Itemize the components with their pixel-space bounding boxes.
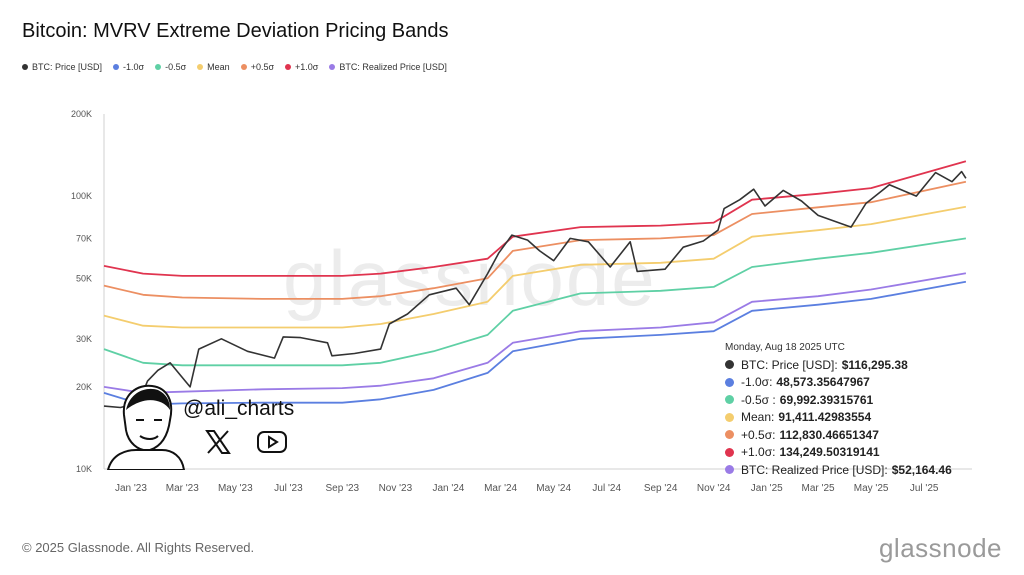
x-logo-icon[interactable]: [205, 430, 231, 454]
x-tick-label: May '25: [854, 483, 889, 494]
legend-swatch-price: [22, 64, 28, 70]
legend-swatch-plus-1-sigma: [285, 64, 292, 70]
legend-label-minus-1-sigma: -1.0σ: [123, 62, 145, 72]
x-tick-label: Sep '24: [644, 483, 678, 494]
footer-copyright: © 2025 Glassnode. All Rights Reserved.: [22, 540, 255, 555]
chart-title: Bitcoin: MVRV Extreme Deviation Pricing …: [22, 20, 449, 42]
x-tick-label: Mar '23: [166, 483, 199, 494]
legend-item-minus-1-sigma[interactable]: -1.0σ: [113, 62, 144, 72]
series-line-btc-price-usd[interactable]: [103, 170, 967, 409]
tooltip-row-plus-half-sigma: +0.5σ: 112,830.46651347: [725, 426, 965, 444]
tooltip-label-minus-1-sigma: -1.0σ:: [741, 375, 773, 390]
legend-swatch-minus-half-sigma: [155, 64, 162, 70]
legend-label-plus-1-sigma: +1.0σ: [295, 62, 319, 72]
legend-swatch-plus-half-sigma: [240, 64, 247, 70]
tooltip-row-minus-half-sigma: -0.5σ :69,992.39315761: [725, 391, 965, 409]
tooltip-dot-realized-price: [725, 465, 734, 475]
tooltip-label-realized-price: BTC: Realized Price [USD]:: [741, 462, 888, 477]
legend-item-minus-half-sigma[interactable]: -0.5σ: [155, 62, 186, 72]
legend-swatch-mean: [197, 64, 204, 70]
y-tick-label: 10K: [76, 464, 92, 474]
tooltip-dot-mean: [725, 412, 734, 422]
x-tick-label: Sep '23: [326, 483, 360, 494]
tooltip-value-minus-half-sigma: 69,992.39315761: [779, 392, 874, 407]
legend-item-mean[interactable]: Mean: [197, 62, 230, 72]
x-tick-label: Nov '24: [697, 483, 731, 494]
y-tick-label: 70K: [76, 233, 92, 243]
watermark-handle: @ali_charts: [183, 397, 295, 420]
legend-label-plus-half-sigma: +0.5σ: [250, 62, 275, 72]
x-tick-label: May '23: [218, 483, 253, 494]
tooltip-dot-plus-1-sigma: [725, 447, 734, 457]
x-tick-label: Jan '24: [432, 483, 464, 494]
series-line-1-0[interactable]: [103, 280, 967, 406]
y-axis: 10K 20K 30K 50K 70K 100K 200K: [71, 109, 92, 474]
x-tick-label: Jan '25: [751, 483, 783, 494]
tooltip-dot-plus-half-sigma: [725, 430, 734, 440]
tooltip-row-mean: Mean: 91,411.42983554: [725, 409, 965, 427]
tooltip-value-minus-1-sigma: 48,573.35647967: [776, 375, 870, 390]
youtube-icon[interactable]: [257, 431, 287, 453]
x-tick-label: Jul '24: [592, 483, 621, 494]
tooltip-dot-minus-1-sigma: [725, 377, 734, 387]
legend-label-realized-price: BTC: Realized Price [USD]: [339, 62, 447, 72]
tooltip-row-price: BTC: Price [USD]: $116,295.38: [725, 356, 965, 374]
series-layer: [103, 160, 967, 409]
x-tick-label: Mar '24: [484, 483, 517, 494]
tooltip-row-realized-price: BTC: Realized Price [USD]: $52,164.46: [725, 461, 965, 479]
legend-item-price[interactable]: BTC: Price [USD]: [22, 62, 102, 72]
x-axis: Jan '23 Mar '23 May '23 Jul '23 Sep '23 Nov '…: [115, 483, 939, 494]
x-tick-label: Nov '23: [379, 483, 413, 494]
footer-brand-logo[interactable]: glassnode: [878, 533, 1002, 563]
y-tick-label: 100K: [71, 191, 92, 201]
x-tick-label: Jul '25: [910, 483, 939, 494]
tooltip-label-plus-half-sigma: +0.5σ:: [741, 427, 776, 442]
tooltip-label-plus-1-sigma: +1.0σ:: [741, 445, 776, 460]
tooltip-label-mean: Mean:: [741, 410, 775, 425]
tooltip-panel: Monday, Aug 18 2025 UTC BTC: Price [USD]…: [725, 342, 965, 479]
x-tick-label: Jan '23: [115, 483, 147, 494]
legend-label-price: BTC: Price [USD]: [32, 62, 103, 72]
legend-item-plus-1-sigma[interactable]: +1.0σ: [285, 62, 318, 72]
legend-swatch-realized-price: [329, 64, 336, 70]
tooltip-value-realized-price: $52,164.46: [891, 462, 952, 477]
series-line-0-5[interactable]: [103, 237, 967, 367]
series-line-btc-realized-price-usd[interactable]: [103, 272, 967, 394]
tooltip-value-plus-half-sigma: 112,830.46651347: [779, 427, 879, 442]
y-tick-label: 200K: [71, 109, 92, 119]
watermark-glassnode: glassnode: [283, 234, 657, 322]
tooltip-row-minus-1-sigma: -1.0σ: 48,573.35647967: [725, 374, 965, 392]
avatar-sketch: [106, 384, 186, 470]
x-tick-label: Mar '25: [802, 483, 835, 494]
legend-item-plus-half-sigma[interactable]: +0.5σ: [240, 62, 275, 72]
series-line-1-0[interactable]: [103, 160, 967, 277]
legend-label-mean: Mean: [207, 62, 230, 72]
tooltip-dot-minus-half-sigma: [725, 395, 734, 405]
y-tick-label: 30K: [76, 334, 92, 344]
tooltip-label-price: BTC: Price [USD]:: [741, 357, 838, 372]
social-links: [205, 430, 287, 454]
tooltip-dot-price: [725, 360, 734, 370]
legend-item-realized-price[interactable]: BTC: Realized Price [USD]: [329, 62, 447, 72]
series-line-mean[interactable]: [103, 205, 967, 329]
tooltip-date: Monday, Aug 18 2025 UTC: [725, 342, 845, 353]
tooltip-value-plus-1-sigma: 134,249.50319141: [779, 445, 880, 460]
chart-legend: BTC: Price [USD] -1.0σ -0.5σ Mean +0.5σ …: [22, 62, 447, 72]
legend-label-minus-half-sigma: -0.5σ: [165, 62, 187, 72]
y-tick-label: 20K: [76, 382, 92, 392]
tooltip-label-minus-half-sigma: -0.5σ :: [741, 392, 776, 407]
tooltip-row-plus-1-sigma: +1.0σ: 134,249.50319141: [725, 444, 965, 462]
x-tick-label: Jul '23: [274, 483, 303, 494]
tooltip-value-price: $116,295.38: [841, 357, 908, 372]
series-line-0-5[interactable]: [103, 180, 967, 300]
legend-swatch-minus-1-sigma: [113, 64, 120, 70]
tooltip-value-mean: 91,411.42983554: [778, 410, 872, 425]
x-tick-label: May '24: [536, 483, 571, 494]
y-tick-label: 50K: [76, 273, 92, 283]
